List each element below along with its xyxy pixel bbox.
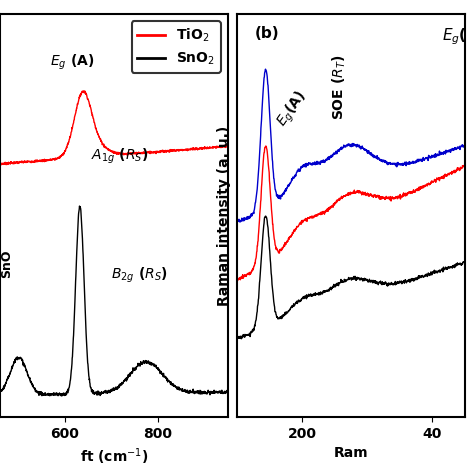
Text: $A_{1g}$ ($R_S$): $A_{1g}$ ($R_S$) (91, 147, 148, 166)
X-axis label: ft (cm$^{-1}$): ft (cm$^{-1}$) (80, 447, 148, 467)
Text: $E_g$ (A): $E_g$ (A) (50, 53, 94, 72)
Y-axis label: Raman intensity (a. u.): Raman intensity (a. u.) (218, 126, 231, 306)
Text: SnO: SnO (0, 249, 13, 278)
X-axis label: Ram: Ram (333, 447, 368, 460)
Text: $E_g$(: $E_g$( (442, 27, 466, 47)
Legend: TiO$_2$, SnO$_2$: TiO$_2$, SnO$_2$ (132, 21, 220, 73)
Text: $E_g$(A): $E_g$(A) (273, 88, 311, 131)
Text: (b): (b) (255, 27, 280, 41)
Text: SOE ($R_T$): SOE ($R_T$) (331, 55, 348, 120)
Text: $B_{2g}$ ($R_S$): $B_{2g}$ ($R_S$) (111, 266, 168, 285)
